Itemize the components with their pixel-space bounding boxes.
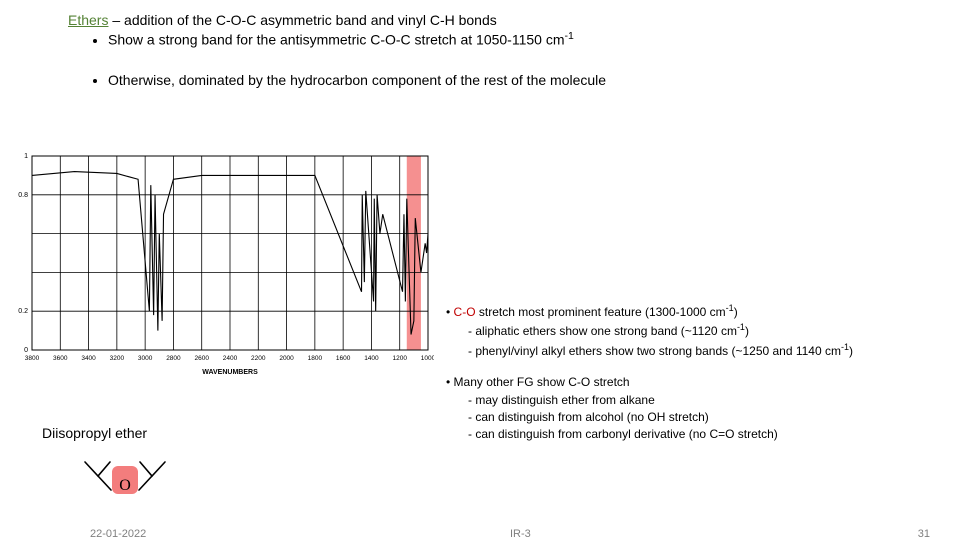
svg-text:2800: 2800 bbox=[166, 355, 181, 362]
svg-text:2000: 2000 bbox=[279, 355, 294, 362]
svg-text:1800: 1800 bbox=[308, 355, 323, 362]
bullet-1: Show a strong band for the antisymmetric… bbox=[108, 30, 960, 49]
svg-text:0.2: 0.2 bbox=[18, 308, 28, 315]
svg-text:3800: 3800 bbox=[25, 355, 40, 362]
molecule-structure: O bbox=[80, 448, 170, 498]
svg-text:3200: 3200 bbox=[110, 355, 125, 362]
svg-text:WAVENUMBERS: WAVENUMBERS bbox=[202, 369, 258, 376]
compound-label: Diisopropyl ether bbox=[42, 425, 147, 441]
note-lead-2: • Many other FG show C-O stretch bbox=[446, 374, 853, 391]
svg-text:3600: 3600 bbox=[53, 355, 68, 362]
svg-text:1000: 1000 bbox=[421, 355, 434, 362]
svg-text:3400: 3400 bbox=[81, 355, 96, 362]
footer-page: 31 bbox=[918, 528, 930, 540]
note-sub: - phenyl/vinyl alkyl ethers show two str… bbox=[446, 341, 853, 360]
bullet-list: Show a strong band for the antisymmetric… bbox=[0, 30, 960, 89]
title-heading: Ethers bbox=[68, 12, 108, 28]
note-sub: - can distinguish from carbonyl derivati… bbox=[446, 426, 853, 443]
footer-date: 22-01-2022 bbox=[90, 528, 146, 540]
svg-text:1600: 1600 bbox=[336, 355, 351, 362]
title-rest: – addition of the C-O-C asymmetric band … bbox=[108, 12, 496, 28]
svg-text:1200: 1200 bbox=[392, 355, 407, 362]
svg-text:0: 0 bbox=[24, 347, 28, 354]
note-sub: - may distinguish ether from alkane bbox=[446, 392, 853, 409]
bullet-2: Otherwise, dominated by the hydrocarbon … bbox=[108, 71, 960, 89]
svg-text:2400: 2400 bbox=[223, 355, 238, 362]
side-notes: • C-O stretch most prominent feature (13… bbox=[446, 300, 853, 444]
svg-text:3000: 3000 bbox=[138, 355, 153, 362]
note-sub: - can distinguish from alcohol (no OH st… bbox=[446, 409, 853, 426]
ir-spectrum: 3800 3600 3400 3200 3000 2800 2600 2400 2200 2000… bbox=[4, 150, 434, 380]
note-sub: - aliphatic ethers show one strong band … bbox=[446, 321, 853, 340]
svg-text:1400: 1400 bbox=[364, 355, 379, 362]
svg-text:1: 1 bbox=[24, 153, 28, 160]
svg-text:0.8: 0.8 bbox=[18, 192, 28, 199]
svg-text:2600: 2600 bbox=[194, 355, 209, 362]
footer-mid: IR-3 bbox=[510, 528, 531, 540]
note-lead-1: • C-O stretch most prominent feature (13… bbox=[446, 302, 853, 321]
svg-text:2200: 2200 bbox=[251, 355, 266, 362]
svg-text:O: O bbox=[119, 477, 131, 494]
